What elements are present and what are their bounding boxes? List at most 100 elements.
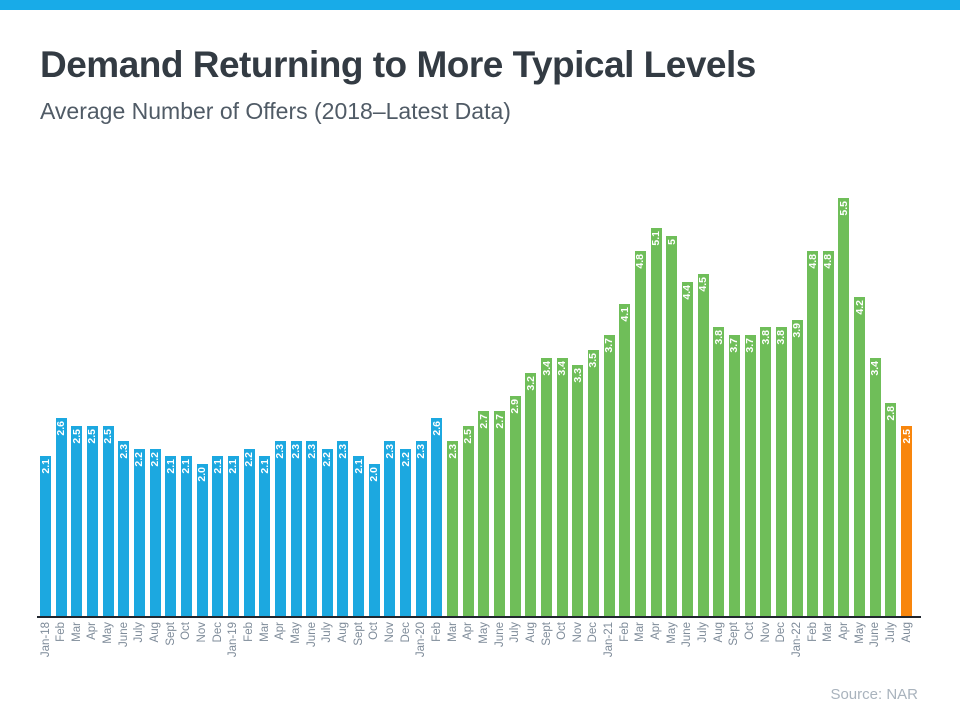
bar: 5	[666, 236, 678, 616]
bar: 2.1	[259, 456, 271, 616]
bar-area: 2.3	[384, 198, 396, 616]
bar-value-label: 2.8	[884, 406, 897, 421]
bar: 3.9	[791, 319, 803, 616]
x-axis-tick-label: Mar	[70, 622, 83, 642]
bar: 2.3	[446, 441, 459, 616]
bar-value-label: 2.1	[164, 459, 177, 475]
x-axis-tick-label: Mar	[446, 622, 459, 642]
bar-column: 3.3 Nov	[571, 198, 584, 692]
bar-value-label: 2.3	[446, 444, 459, 459]
x-axis-tick-label: Aug	[524, 622, 537, 643]
bar: 4.5	[697, 274, 709, 616]
page-title: Demand Returning to More Typical Levels	[40, 44, 756, 85]
x-axis-line	[37, 616, 921, 618]
x-axis-tick-label: Sept	[728, 622, 741, 646]
bar-value-label: 5.5	[837, 201, 850, 216]
bar: 2.1	[180, 456, 192, 616]
x-axis-tick-label: July	[509, 622, 522, 643]
bar-area: 2.3	[415, 198, 428, 616]
bar: 2.3	[274, 441, 286, 616]
bar-area: 2.3	[336, 198, 349, 616]
bar-column: 2.1 Jan-19	[227, 198, 240, 692]
x-axis-tick-label: Oct	[556, 622, 569, 640]
bar-value-label: 2.5	[462, 429, 475, 444]
bar-column: 3.2 Aug	[524, 198, 537, 692]
page-subtitle: Average Number of Offers (2018–Latest Da…	[40, 98, 511, 124]
bar-area: 2.2	[321, 198, 333, 616]
bar-value-label: 4.8	[822, 254, 835, 269]
bar: 2.7	[477, 410, 490, 616]
bar-area: 4.8	[634, 198, 646, 616]
bar-value-label: 2.5	[102, 429, 115, 444]
bar-value-label: 2.2	[149, 451, 162, 467]
bar: 4.2	[854, 296, 866, 616]
bar-column: 2.5 Aug	[900, 198, 913, 692]
bar-value-label: 3.8	[775, 330, 788, 345]
bar-value-label: 2.5	[900, 429, 913, 444]
x-axis-tick-label: Aug	[712, 622, 725, 643]
bar-column: 2.2 Dec	[400, 198, 412, 692]
bar-value-label: 4.8	[806, 254, 819, 269]
bar: 2.0	[368, 464, 381, 616]
bar-column: 4.8 Feb	[806, 198, 819, 692]
bar: 2.1	[353, 456, 365, 616]
bar-column: 4.4 June	[681, 198, 693, 692]
bar-area: 2.2	[243, 198, 256, 616]
bar: 4.8	[822, 251, 835, 616]
bar-value-label: 2.0	[196, 467, 209, 482]
bar-value-label: 3.7	[728, 337, 741, 353]
bar-value-label: 2.7	[477, 413, 490, 429]
x-axis-tick-label: Dec	[775, 622, 788, 643]
x-axis-tick-label: June	[869, 622, 882, 647]
bar: 3.8	[775, 327, 788, 616]
bar: 2.3	[336, 441, 349, 616]
x-axis-tick-label: July	[321, 622, 334, 643]
bar: 2.9	[509, 395, 521, 616]
x-axis-tick-label: Nov	[759, 622, 772, 643]
bar-area: 4.4	[681, 198, 693, 616]
bar-value-label: 2.1	[227, 459, 240, 475]
bar: 2.7	[494, 410, 506, 616]
bar-column: 3.8 Aug	[712, 198, 725, 692]
bar-column: 2.1 Mar	[259, 198, 271, 692]
bar-area: 3.4	[556, 198, 568, 616]
x-axis-tick-label: Nov	[571, 622, 584, 643]
bar: 2.2	[321, 448, 333, 616]
bar: 5.1	[650, 228, 662, 616]
bar: 3.7	[728, 334, 741, 616]
bar: 2.3	[415, 441, 428, 616]
bar-area: 3.4	[541, 198, 553, 616]
bar-area: 2.3	[290, 198, 302, 616]
bar-value-label: 2.3	[415, 444, 428, 459]
bar-area: 4.8	[822, 198, 835, 616]
x-axis-tick-label: June	[305, 622, 318, 647]
bar-column: 4.8 Mar	[822, 198, 835, 692]
bar-column: 2.6 Feb	[431, 198, 443, 692]
bar-area: 2.7	[477, 198, 490, 616]
bar-area: 2.1	[40, 198, 52, 616]
top-accent-stripe	[0, 0, 960, 10]
x-axis-tick-label: Nov	[196, 622, 209, 643]
bar-column: 2.3 Aug	[336, 198, 349, 692]
bar-column: 3.7 Jan-21	[603, 198, 615, 692]
bar-area: 2.9	[509, 198, 521, 616]
bar-area: 4.2	[854, 198, 866, 616]
bar: 2.6	[55, 418, 67, 616]
bar-column: 2.9 July	[509, 198, 522, 692]
bar-value-label: 2.1	[211, 459, 224, 475]
x-axis-tick-label: Feb	[243, 622, 256, 642]
bar: 2.3	[306, 441, 318, 616]
bar-column: 2.7 May	[477, 198, 490, 692]
x-axis-tick-label: Sept	[164, 622, 177, 646]
bar-area: 3.7	[744, 198, 756, 616]
bar-column: 2.0 Oct	[368, 198, 381, 692]
x-axis-tick-label: Dec	[211, 622, 224, 643]
bar-value-label: 2.2	[243, 451, 256, 467]
x-axis-tick-label: Dec	[587, 622, 600, 643]
bar-value-label: 2.0	[368, 467, 381, 482]
bar: 3.3	[572, 365, 584, 616]
bar-column: 2.2 July	[133, 198, 145, 692]
bar: 3.8	[713, 327, 725, 616]
x-axis-tick-label: Oct	[368, 622, 381, 640]
bar-value-label: 2.3	[336, 444, 349, 459]
